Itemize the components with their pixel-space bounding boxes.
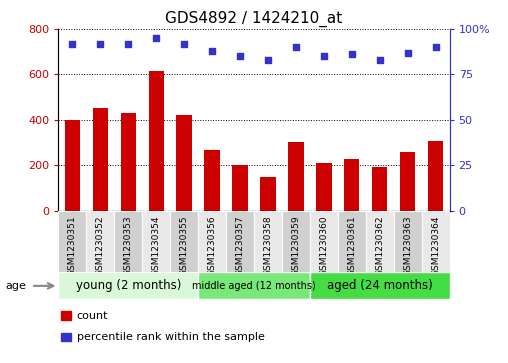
Bar [61, 333, 71, 341]
Text: GSM1230353: GSM1230353 [124, 216, 133, 276]
Text: GSM1230355: GSM1230355 [180, 216, 188, 276]
Point [208, 48, 216, 54]
Bar [372, 167, 388, 211]
Bar [232, 165, 248, 211]
Text: GSM1230354: GSM1230354 [152, 216, 161, 276]
Bar [394, 211, 422, 272]
Bar [288, 143, 304, 211]
Bar [344, 159, 360, 211]
Bar [260, 176, 276, 211]
Bar [366, 211, 394, 272]
Text: aged (24 months): aged (24 months) [327, 280, 433, 292]
Bar [58, 272, 198, 299]
Text: GSM1230361: GSM1230361 [347, 216, 356, 276]
Text: GSM1230363: GSM1230363 [403, 216, 412, 276]
Point [236, 53, 244, 59]
Text: GSM1230359: GSM1230359 [292, 216, 300, 276]
Bar [148, 71, 164, 211]
Point [124, 41, 132, 46]
Bar [61, 311, 71, 320]
Bar [310, 211, 338, 272]
Bar [338, 211, 366, 272]
Bar [198, 272, 310, 299]
Bar [282, 211, 310, 272]
Point [375, 57, 384, 63]
Text: GSM1230360: GSM1230360 [320, 216, 328, 276]
Text: GSM1230362: GSM1230362 [375, 216, 384, 276]
Point [347, 52, 356, 57]
Bar [226, 211, 254, 272]
Text: middle aged (12 months): middle aged (12 months) [192, 281, 316, 291]
Text: GDS4892 / 1424210_at: GDS4892 / 1424210_at [166, 11, 342, 27]
Bar [198, 211, 226, 272]
Text: age: age [5, 281, 26, 291]
Bar [428, 141, 443, 211]
Bar [170, 211, 198, 272]
Bar [254, 211, 282, 272]
Text: count: count [77, 311, 108, 321]
Text: GSM1230351: GSM1230351 [68, 216, 77, 276]
Point [431, 44, 439, 50]
Bar [114, 211, 142, 272]
Text: young (2 months): young (2 months) [76, 280, 181, 292]
Point [152, 35, 160, 41]
Bar [142, 211, 170, 272]
Text: GSM1230364: GSM1230364 [431, 216, 440, 276]
Bar [422, 211, 450, 272]
Text: GSM1230352: GSM1230352 [96, 216, 105, 276]
Point [264, 57, 272, 63]
Bar [316, 163, 332, 211]
Bar [58, 211, 86, 272]
Bar [310, 272, 450, 299]
Text: GSM1230357: GSM1230357 [236, 216, 244, 276]
Bar [92, 109, 108, 211]
Point [68, 41, 76, 46]
Point [96, 41, 104, 46]
Bar [65, 120, 80, 211]
Bar [120, 113, 136, 211]
Point [180, 41, 188, 46]
Text: GSM1230358: GSM1230358 [264, 216, 272, 276]
Bar [400, 152, 416, 211]
Bar [86, 211, 114, 272]
Bar [204, 150, 220, 211]
Text: percentile rank within the sample: percentile rank within the sample [77, 332, 265, 342]
Point [292, 44, 300, 50]
Point [320, 53, 328, 59]
Bar [176, 115, 192, 211]
Point [403, 50, 411, 56]
Text: GSM1230356: GSM1230356 [208, 216, 216, 276]
